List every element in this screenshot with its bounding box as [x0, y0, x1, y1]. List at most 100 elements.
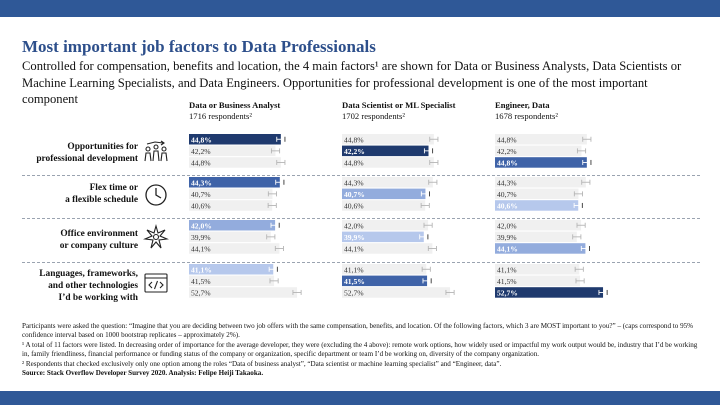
column-name: Engineer, Data [495, 100, 550, 110]
bar [342, 264, 427, 275]
bar [189, 134, 281, 145]
bar [342, 220, 429, 231]
bar [189, 177, 280, 188]
data-label: 41,5% [344, 277, 365, 286]
bar [342, 188, 426, 200]
bar [189, 220, 276, 231]
bar [189, 243, 280, 254]
data-label: 44,3% [497, 178, 517, 187]
row-label-line: I’d be working with [58, 293, 138, 303]
data-label: 44,3% [191, 178, 212, 187]
data-label: 41,5% [191, 277, 211, 286]
bar [495, 264, 580, 275]
bar [495, 157, 587, 168]
bar [495, 177, 586, 188]
bar [495, 134, 587, 145]
bar [189, 231, 271, 243]
row-label-flex-time: Flex time or a flexible schedule [22, 182, 138, 206]
data-label: 39,9% [344, 233, 365, 242]
bar [342, 200, 426, 211]
bar [189, 157, 281, 168]
note-source: Source: Stack Overflow Developer Survey … [22, 369, 264, 378]
note-footnote-1: ¹ A total of 11 factors were listed. In … [22, 340, 698, 359]
data-label: 44,1% [191, 245, 211, 254]
row-label-line: Flex time or [89, 183, 138, 193]
data-label: 40,7% [497, 190, 517, 199]
bar [342, 134, 434, 145]
column-respondents: 1716 respondents² [189, 111, 252, 121]
data-label: 44,8% [497, 135, 517, 144]
code-window-icon [143, 270, 169, 296]
column-respondents: 1678 respondents² [495, 111, 558, 121]
clock-icon [143, 182, 169, 208]
bar [342, 275, 428, 287]
row-separator [22, 175, 700, 176]
row-label-technologies: Languages, frameworks, and other technol… [22, 268, 138, 304]
note-question: Participants were asked the question: “I… [22, 322, 694, 340]
bar [189, 188, 273, 200]
data-label: 40,7% [191, 190, 211, 199]
bar [495, 220, 582, 231]
row-label-line: professional development [36, 154, 138, 164]
bar [342, 243, 433, 254]
bottom-banner [0, 391, 720, 405]
data-label: 42,2% [191, 147, 211, 156]
data-label: 44,8% [344, 135, 364, 144]
row-label-office-culture: Office environment or company culture [22, 228, 138, 252]
column-header-scientist: Data Scientist or ML Specialist 1702 res… [342, 100, 455, 122]
row-separator [22, 218, 700, 219]
bar [495, 275, 581, 287]
data-label: 41,1% [497, 265, 517, 274]
culture-splash-icon [142, 223, 170, 250]
data-label: 44,8% [344, 159, 364, 168]
bar [495, 145, 582, 157]
data-label: 40,6% [497, 202, 518, 211]
bar [495, 200, 579, 211]
data-label: 40,6% [344, 202, 364, 211]
bar [189, 145, 276, 157]
data-label: 44,8% [497, 159, 518, 168]
bar [342, 145, 429, 157]
row-label-professional-development: Opportunities for professional developme… [22, 141, 138, 165]
bar [342, 231, 424, 243]
bar [189, 275, 275, 287]
row-label-line: Opportunities for [67, 142, 138, 152]
data-label: 44,3% [344, 178, 364, 187]
footnotes: Participants were asked the question: “I… [22, 322, 706, 378]
bar [189, 287, 298, 298]
row-label-line: or company culture [59, 241, 138, 251]
chart-subtitle: Controlled for compensation, benefits an… [22, 59, 682, 106]
data-label: 44,1% [344, 245, 364, 254]
row-label-line: Office environment [60, 229, 138, 239]
bar [189, 200, 273, 211]
bar [495, 231, 577, 243]
data-label: 39,9% [191, 233, 211, 242]
column-name: Data Scientist or ML Specialist [342, 100, 456, 110]
column-respondents: 1702 respondents² [342, 111, 405, 121]
data-label: 42,2% [497, 147, 517, 156]
data-label: 41,5% [497, 277, 517, 286]
note-footnote-2: ² Respondents that checked exclusively o… [22, 359, 502, 368]
bar [342, 157, 434, 168]
data-label: 39,9% [497, 233, 517, 242]
top-banner [0, 0, 720, 17]
people-growth-icon [143, 139, 169, 165]
data-label: 42,0% [497, 221, 517, 230]
column-name: Data or Business Analyst [189, 100, 281, 110]
data-label: 52,7% [344, 289, 364, 298]
column-header-analyst: Data or Business Analyst 1716 respondent… [189, 100, 280, 122]
bar [342, 177, 433, 188]
row-separator [22, 262, 700, 263]
data-label: 41,1% [191, 265, 212, 274]
row-label-line: Languages, frameworks, [39, 269, 138, 279]
column-header-engineer: Engineer, Data 1678 respondents² [495, 100, 558, 122]
bar [495, 243, 586, 254]
bar [495, 287, 604, 298]
chart-title: Most important job factors to Data Profe… [22, 37, 376, 56]
data-label: 44,1% [497, 245, 518, 254]
data-label: 44,8% [191, 159, 211, 168]
bar [342, 287, 451, 298]
data-label: 52,7% [191, 289, 211, 298]
bar [189, 264, 274, 275]
data-label: 41,1% [344, 265, 364, 274]
